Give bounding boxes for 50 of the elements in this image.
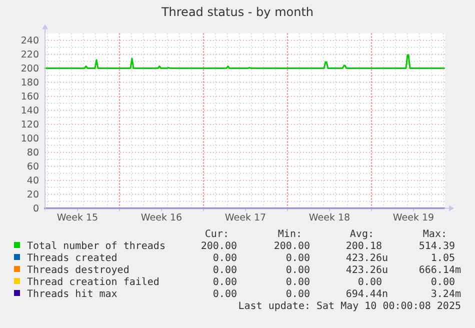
text: 3.24m [430,289,461,300]
x-tick-label: Week 17 [224,212,266,224]
x-tick-label: Week 15 [56,212,98,224]
text: 0.00 [212,289,237,300]
x-tick-label: Week 18 [308,212,350,224]
text: 0.00 [358,277,382,288]
y-tick-label: 180 [20,78,39,89]
text: Min: [278,229,302,240]
text: 694.44n [346,289,388,300]
line-series [44,54,445,70]
text: 0.00 [286,265,310,276]
y-tick-label: 0 [32,204,39,215]
y-tick-label: 140 [20,106,39,117]
text: Avg: [350,229,374,240]
chart-title: Thread status - by month [160,5,314,19]
text: Last update: Sat May 10 00:00:08 2025 [238,301,461,312]
text: Cur: [204,229,229,240]
text: 0.00 [212,277,237,288]
text: 200.18 [346,241,382,252]
text: 200.00 [200,241,237,252]
y-tick-label: 60 [26,162,39,173]
legend-label: Threads hit max [27,289,118,300]
y-tick-label: 120 [20,120,39,131]
y-tick-label: 100 [20,134,39,145]
text: 0.00 [212,265,237,276]
text: 0.00 [286,289,310,300]
text: 0.00 [430,277,455,288]
y-tick-label: 200 [20,64,39,75]
text: 514.39 [418,241,455,252]
legend-label: Total number of threads [27,241,166,252]
legend-label: Thread creation failed [27,277,160,288]
x-tick-label: Week 19 [392,212,434,224]
text: 200.00 [274,241,310,252]
text: 666.14m [418,265,461,276]
text: 423.26u [346,265,388,276]
y-tick-label: 40 [26,176,39,187]
text: 1.05 [430,253,455,264]
x-tick-label: Week 16 [140,212,182,224]
text: Max: [422,229,447,240]
text: 423.26u [346,253,388,264]
text: 0.00 [286,277,310,288]
legend-label: Threads destroyed [27,265,130,276]
text: 0.00 [286,253,310,264]
y-tick-label: 240 [20,36,39,47]
y-tick-label: 220 [20,50,39,61]
y-tick-label: 80 [26,148,39,159]
text: 0.00 [212,253,237,264]
legend-label: Threads created [27,253,118,264]
y-tick-label: 20 [26,190,39,201]
y-tick-label: 160 [20,92,39,103]
